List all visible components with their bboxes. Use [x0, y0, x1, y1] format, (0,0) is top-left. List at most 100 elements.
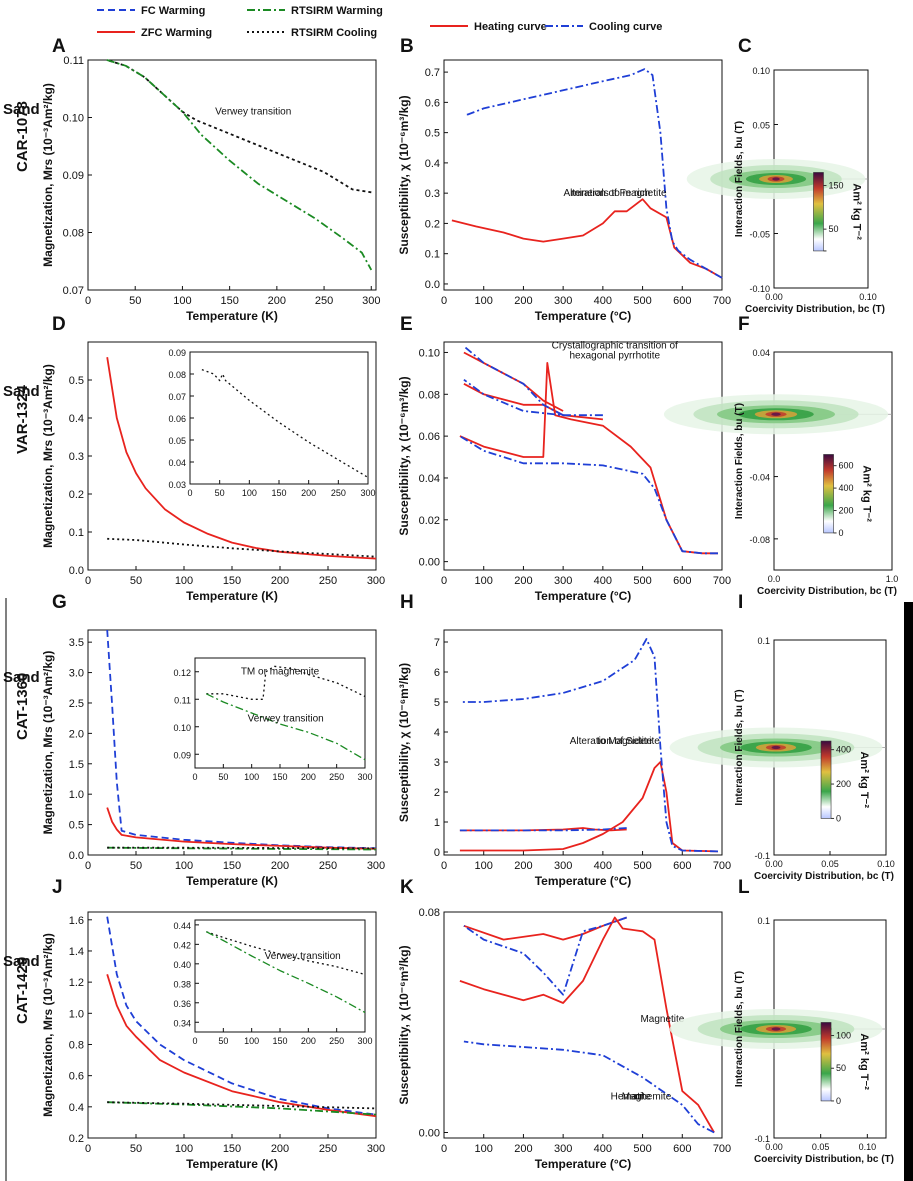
y-tick-label: 0.34: [173, 1018, 191, 1028]
plot-frame: [443, 59, 723, 291]
inset-plot: 0 50 100 150 200 250 300 0.03 0.04 0.05 0.06 0.07 0.…: [168, 348, 375, 498]
panel-letter: A: [52, 36, 66, 57]
y-tick-label: 0.6: [69, 1071, 84, 1083]
annotation: minerals to magnetite: [571, 188, 667, 199]
y-tick-label: 0.00: [419, 1127, 440, 1139]
sample-label-line1: Sand: [3, 953, 40, 970]
sample-label-line2: CAT-1360: [14, 673, 31, 740]
inset-annotation: TM or maghemite: [241, 667, 320, 678]
x-tick-label: 300: [357, 1036, 372, 1046]
x-tick-label: 150: [223, 575, 241, 587]
x-tick-label: 0: [441, 295, 447, 307]
right-edge-bar: [904, 602, 913, 1181]
panel-letter: K: [400, 877, 414, 898]
y-tick-label: 0.5: [425, 128, 440, 140]
y-axis-label: Susceptibility, χ (10⁻⁶m³/kg): [397, 95, 411, 254]
y-tick-label: 0.04: [752, 348, 770, 358]
x-tick-label: 700: [713, 295, 731, 307]
y-tick-label: 0.10: [752, 66, 770, 76]
x-tick-label: 400: [594, 575, 612, 587]
x-tick-label: 400: [594, 295, 612, 307]
x-tick-label: 300: [367, 860, 385, 872]
annotation: Alteration of Fe rich: [563, 188, 650, 199]
y-tick-label: 3.5: [69, 637, 84, 649]
y-tick-label: 0.04: [168, 458, 186, 468]
annotation: hexagonal pyrrhotite: [569, 351, 660, 362]
series-line: [107, 846, 377, 850]
y-tick-label: 0.08: [63, 228, 84, 240]
x-tick-label: 0: [85, 575, 91, 587]
y-tick-label: 1.0: [69, 789, 84, 801]
y-tick-label: 1.0: [69, 1008, 84, 1020]
series-line: [459, 638, 719, 853]
y-tick-label: 5: [434, 697, 440, 709]
y-tick-label: 0.2: [69, 489, 84, 501]
y-tick-label: 1: [434, 817, 440, 829]
y-tick-label: 0.0: [425, 279, 440, 291]
y-tick-label: 0.00: [419, 557, 440, 569]
y-tick-label: 0.42: [173, 940, 191, 950]
x-tick-label: 0: [441, 1143, 447, 1155]
series-line: [463, 916, 627, 996]
x-tick-label: 0.00: [765, 292, 783, 302]
colorbar: [820, 740, 832, 819]
colorbar: [820, 1022, 832, 1102]
x-tick-label: 0.00: [765, 1142, 783, 1152]
y-tick-label: 0.8: [69, 1039, 84, 1051]
x-tick-label: 200: [271, 1143, 289, 1155]
annotation: Crystallographic transition of: [552, 340, 678, 351]
sample-label-line1: Sand: [3, 101, 40, 118]
x-tick-label: 100: [173, 295, 191, 307]
y-tick-label: 0.07: [168, 392, 186, 402]
panel-letter: L: [738, 877, 750, 898]
y-tick-label: -0.05: [749, 230, 770, 240]
sample-label-line2: CAT-1429: [14, 957, 31, 1024]
x-tick-label: 50: [130, 575, 142, 587]
colorbar-tick-label: 600: [839, 461, 854, 471]
density-contour: [772, 177, 780, 181]
y-tick-label: 0.2: [69, 1133, 84, 1145]
y-tick-label: 6: [434, 667, 440, 679]
panel-g: G 0 50 100 150 200 250 300 0.0 0.5 1.0 1.5 2.0 2.5 3.0…: [41, 592, 385, 888]
x-tick-label: 250: [315, 295, 333, 307]
y-tick-label: 0.09: [63, 170, 84, 182]
y-axis-label: Magnetization, Mrs (10⁻³Am²/kg): [41, 364, 55, 548]
x-tick-label: 150: [271, 488, 286, 498]
y-tick-label: 0.11: [174, 695, 191, 705]
y-tick-label: 0.1: [69, 527, 84, 539]
plot-frame: [87, 59, 377, 291]
y-tick-label: 0: [434, 847, 440, 859]
x-tick-label: 100: [244, 772, 259, 782]
series-line: [106, 629, 377, 850]
y-tick-label: 0.1: [425, 249, 440, 261]
panel-b: B 0 100 200 300 400 500 600 700 0.0 0.1 0.2 0.3 0.4 0.…: [397, 36, 731, 323]
series-line: [463, 1040, 715, 1134]
x-tick-label: 250: [329, 1036, 344, 1046]
series-line: [107, 537, 377, 558]
x-tick-label: 150: [220, 295, 238, 307]
y-tick-label: 0.02: [419, 515, 440, 527]
inset-bg: [195, 920, 365, 1032]
x-tick-label: 0: [441, 860, 447, 872]
x-tick-label: 200: [301, 772, 316, 782]
y-axis-label: Magnetization, Mrs (10⁻³Am²/kg): [41, 651, 55, 835]
plot-frame: [443, 341, 723, 571]
x-tick-label: 250: [329, 772, 344, 782]
x-axis-label: Temperature (K): [186, 874, 278, 888]
x-tick-label: 1.0: [886, 574, 899, 584]
y-tick-label: 0.4: [69, 1102, 84, 1114]
x-tick-label: 200: [271, 575, 289, 587]
x-tick-label: 150: [272, 772, 287, 782]
y-tick-label: 0.05: [168, 436, 186, 446]
y-tick-label: 0.3: [425, 188, 440, 200]
sample-label-line1: Sand: [3, 383, 40, 400]
x-tick-label: 0.05: [821, 859, 839, 869]
panel-d: D 0 50 100 150 200 250 300 0.0 0.1 0.2 0.3 0.4 0.5 Tem…: [41, 314, 385, 603]
x-tick-label: 50: [129, 295, 141, 307]
series-line: [459, 916, 715, 1133]
x-tick-label: 100: [475, 860, 493, 872]
sample-label-line2: CAR-1078: [14, 101, 31, 172]
x-tick-label: 50: [130, 1143, 142, 1155]
y-tick-label: 0.09: [168, 348, 186, 358]
colorbar-tick-label: 200: [836, 779, 851, 789]
